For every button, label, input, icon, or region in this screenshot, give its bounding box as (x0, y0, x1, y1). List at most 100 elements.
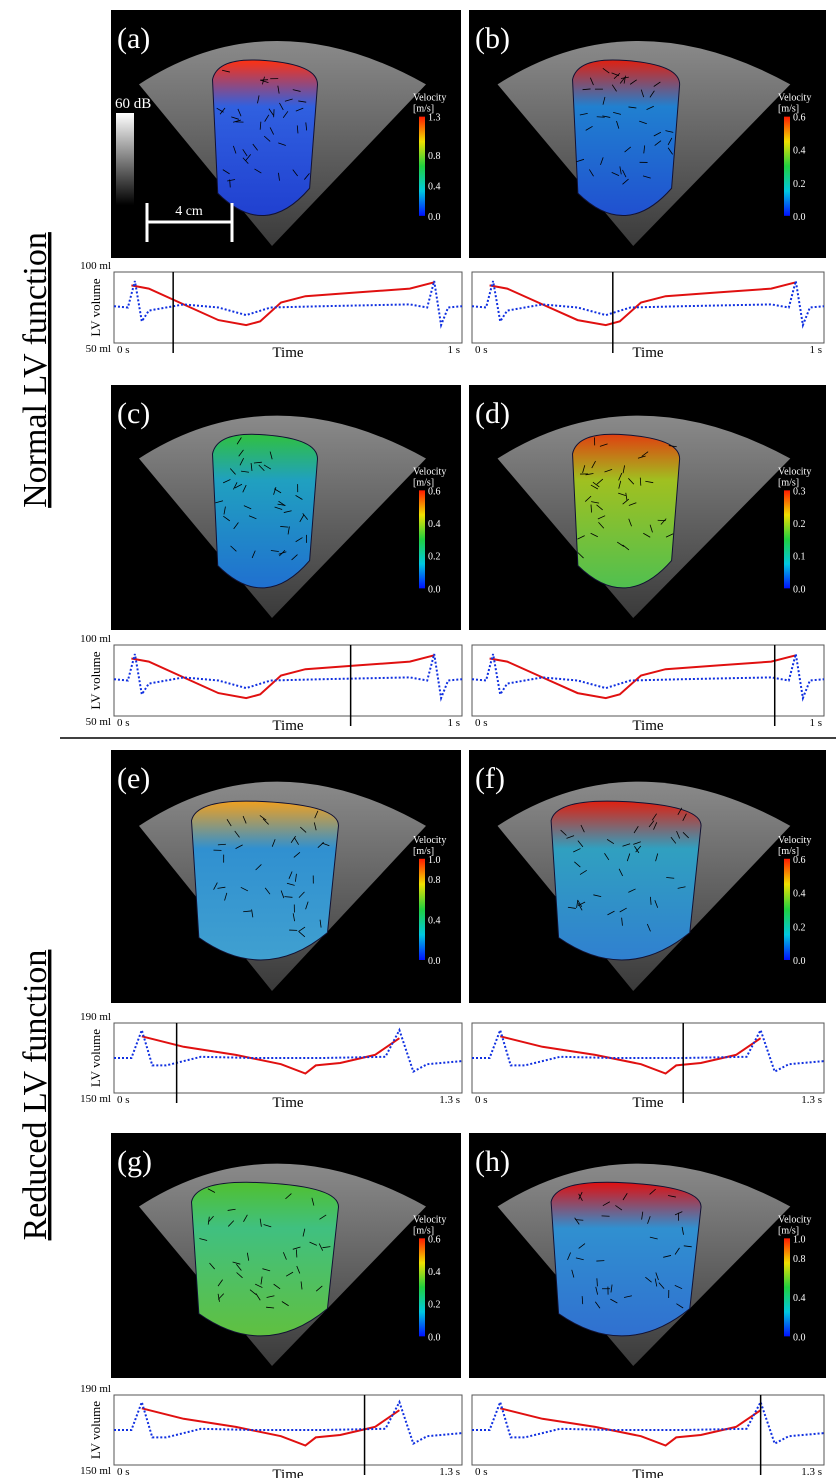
flow-vector (579, 869, 587, 875)
flow-vector (288, 871, 293, 879)
colorbar-tick-label: 0.0 (793, 956, 806, 967)
x-end-label: 1.3 s (801, 1094, 822, 1106)
flow-vector (611, 84, 617, 92)
flow-vector (263, 135, 271, 142)
flow-vector (580, 824, 585, 833)
flow-vector (240, 886, 249, 892)
flow-vector (576, 899, 579, 908)
colorbar-title: Velocity (778, 1214, 811, 1225)
flow-vector (313, 822, 317, 831)
colorbar-tick-label: 1.0 (793, 1234, 806, 1245)
y-min-label: 50 ml (86, 716, 111, 728)
flow-vector (642, 175, 651, 179)
flow-vector (271, 839, 276, 847)
panel: (b) Velocity[m/s]0.6 0.4 0.2 0.0 0 s 1 s Time (469, 10, 826, 361)
flow-vector (616, 120, 620, 129)
flow-vector (577, 552, 584, 559)
x-start-label: 0 s (117, 1466, 130, 1478)
flow-vector (262, 1268, 271, 1272)
flow-vector (660, 518, 667, 525)
flow-vector (280, 526, 289, 528)
x-end-label: 1.3 s (439, 1466, 460, 1478)
colorbar-title: Velocity (413, 1214, 446, 1225)
flow-vector (311, 1197, 315, 1206)
colorbar-tick-label: 0.4 (793, 1293, 806, 1304)
flow-vector (635, 845, 642, 853)
flow-vector (633, 841, 641, 845)
panel-label: (e) (117, 762, 150, 795)
colorbar-tick-label: 0.8 (428, 875, 441, 886)
flow-vector (245, 154, 252, 161)
flow-vector (600, 157, 604, 166)
flow-vector (653, 822, 658, 830)
flow-vector (285, 1271, 294, 1277)
flow-vector (599, 443, 608, 447)
flow-vector (683, 1245, 692, 1248)
flow-vector (248, 515, 257, 520)
flow-vector (649, 1188, 656, 1195)
colorbar-tick-label: 0.2 (428, 552, 441, 563)
panel: (g) Velocity[m/s]0.6 0.4 0.2 0.0 190 ml 150 ml… (80, 1133, 463, 1478)
flow-vector (233, 482, 238, 490)
flow-vector (242, 149, 248, 157)
flow-vector (262, 76, 265, 85)
flow-vector (291, 554, 298, 561)
volume-plot-frame (471, 644, 825, 717)
flow-vector (300, 1281, 303, 1290)
flow-vector (227, 1208, 236, 1211)
flow-vector (213, 882, 218, 890)
panel: (e) Velocity[m/s]1.0 0.8 0.4 0.0 190 ml 150 ml… (80, 750, 463, 1111)
flow-vector (667, 137, 673, 146)
flow-vector (238, 449, 244, 457)
flow-vector (262, 818, 269, 825)
colorbar-tick-label: 0.2 (793, 519, 806, 530)
panel: (a) Velocity[m/s]1.3 0.8 0.4 0.0 100 ml 50 ml L… (80, 10, 463, 361)
flow-vector (296, 1265, 301, 1274)
colorbar-tick-label: 0.0 (793, 584, 806, 595)
flow-vector (590, 484, 599, 490)
flow-vector (593, 894, 602, 897)
group-label: Normal LV function (17, 232, 54, 508)
x-axis-label: Time (632, 718, 663, 734)
flow-vector (681, 1226, 684, 1235)
flow-vector (322, 1246, 331, 1249)
colorbar-tick-label: 0.1 (793, 552, 806, 563)
flow-vector (592, 481, 600, 488)
flow-vector (646, 923, 651, 932)
flow-vector (227, 179, 236, 182)
colorbar-tick-label: 0.4 (793, 146, 806, 157)
flow-vector (224, 892, 228, 901)
flow-vector (279, 102, 284, 111)
flow-vector (651, 813, 657, 821)
flow-vector (215, 500, 224, 504)
flow-vector (622, 169, 627, 178)
flow-vector (649, 90, 655, 98)
flow-vector (284, 896, 293, 898)
x-start-label: 0 s (117, 717, 130, 729)
flow-vector (653, 81, 661, 87)
flow-vector (639, 120, 647, 125)
flow-vector (269, 127, 275, 135)
volume-plot-frame (471, 271, 825, 344)
lv-flow-field (550, 800, 702, 961)
flow-vector (266, 1295, 275, 1298)
lv-flow-field (572, 59, 681, 216)
x-start-label: 0 s (475, 1094, 488, 1106)
flow-vector (655, 853, 659, 862)
flow-vector (234, 830, 240, 838)
x-axis-label: Time (272, 1095, 303, 1111)
flow-vector (236, 437, 242, 445)
flow-vector (305, 122, 308, 131)
flow-vector (292, 913, 296, 922)
flow-vector (647, 1216, 651, 1224)
flow-vector (223, 515, 231, 522)
y-min-label: 150 ml (80, 1093, 111, 1105)
flow-vector (658, 1282, 665, 1289)
flow-vector (666, 877, 675, 879)
flow-vector (649, 524, 653, 533)
lv-flow-field (211, 59, 319, 217)
flow-vector (217, 1293, 220, 1302)
flow-vector (643, 145, 646, 154)
flow-vector (633, 826, 639, 834)
